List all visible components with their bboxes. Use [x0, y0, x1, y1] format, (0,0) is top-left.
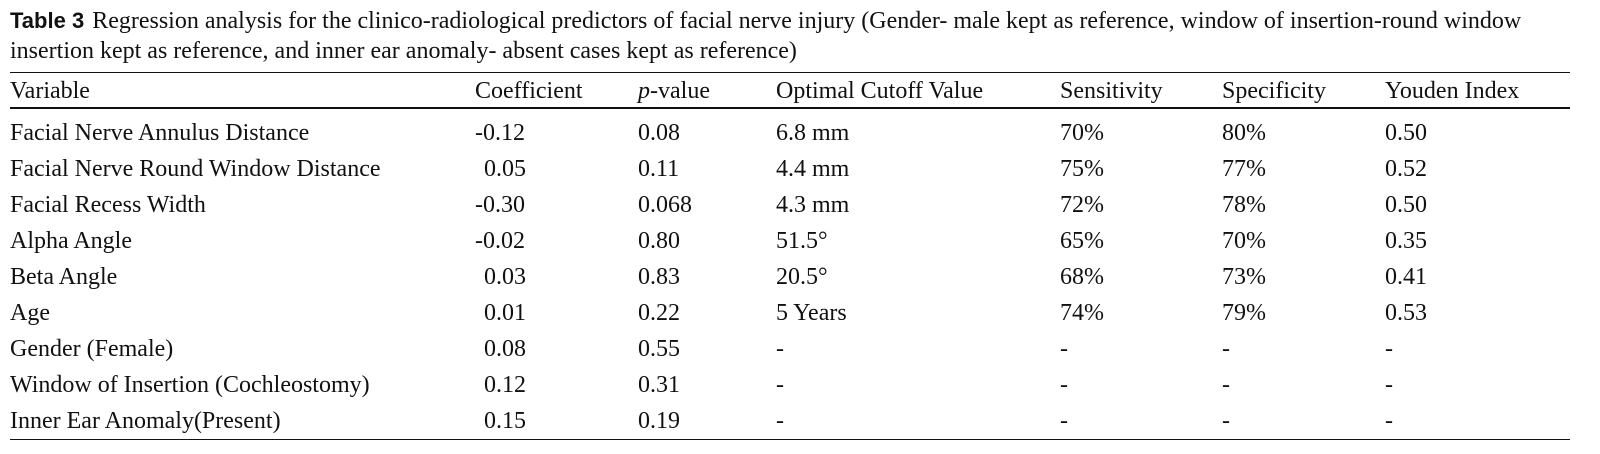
caption-text: Regression analysis for the clinico-radi…	[10, 8, 1522, 64]
table-label: Table 3	[10, 8, 85, 33]
cell-specificity: 77%	[1222, 155, 1266, 182]
cell-variable: Window of Insertion (Cochleostomy)	[10, 371, 370, 398]
cell-variable: Alpha Angle	[10, 227, 132, 254]
cell-cutoff: 4.4 mm	[776, 155, 850, 182]
cell-sensitivity: 72%	[1060, 191, 1104, 218]
cell-coefficient: 0.05	[484, 155, 526, 182]
table-row: Facial Recess Width -0.30 0.068 4.3 mm 7…	[10, 187, 1570, 223]
cell-p-value: 0.80	[638, 227, 680, 254]
cell-coefficient: 0.12	[484, 371, 526, 398]
cell-p-value: 0.068	[638, 191, 692, 218]
table-row: Window of Insertion (Cochleostomy) 0.12 …	[10, 367, 1570, 403]
header-sensitivity: Sensitivity	[1060, 77, 1163, 104]
cell-youden: -	[1385, 407, 1393, 434]
cell-specificity: 78%	[1222, 191, 1266, 218]
header-coefficient: Coefficient	[475, 77, 583, 104]
cell-specificity: -	[1222, 335, 1230, 362]
cell-youden: 0.50	[1385, 119, 1427, 146]
cell-specificity: 70%	[1222, 227, 1266, 254]
cell-youden: 0.52	[1385, 155, 1427, 182]
cell-coefficient: -0.02	[475, 227, 525, 254]
header-p-value: p-value	[638, 73, 776, 109]
header-youden: Youden Index	[1385, 77, 1520, 104]
cell-youden: -	[1385, 335, 1393, 362]
cell-sensitivity: 75%	[1060, 155, 1104, 182]
cell-cutoff: 5 Years	[776, 299, 847, 326]
cell-specificity: 80%	[1222, 119, 1266, 146]
cell-specificity: 73%	[1222, 263, 1266, 290]
cell-sensitivity: -	[1060, 335, 1068, 362]
cell-variable: Facial Nerve Round Window Distance	[10, 155, 381, 182]
cell-coefficient: 0.03	[484, 263, 526, 290]
cell-youden: 0.50	[1385, 191, 1427, 218]
cell-youden: 0.41	[1385, 263, 1427, 290]
cell-cutoff: 51.5°	[776, 227, 828, 254]
header-p-suffix: -value	[650, 77, 710, 104]
cell-p-value: 0.83	[638, 263, 680, 290]
cell-coefficient: 0.01	[484, 299, 526, 326]
table-row: Age 0.01 0.22 5 Years 74% 79% 0.53	[10, 295, 1570, 331]
cell-variable: Facial Nerve Annulus Distance	[10, 119, 310, 146]
cell-variable: Beta Angle	[10, 263, 118, 290]
table-row: Facial Nerve Annulus Distance -0.12 0.08…	[10, 108, 1570, 151]
header-variable: Variable	[10, 77, 90, 104]
header-specificity: Specificity	[1222, 77, 1326, 104]
table-caption: Table 3 Regression analysis for the clini…	[10, 6, 1570, 66]
cell-cutoff: 20.5°	[776, 263, 828, 290]
cell-youden: -	[1385, 371, 1393, 398]
cell-variable: Facial Recess Width	[10, 191, 206, 218]
cell-youden: 0.53	[1385, 299, 1427, 326]
cell-coefficient: 0.15	[484, 407, 526, 434]
regression-table: Variable Coefficient p-value Optimal Cut…	[10, 72, 1570, 440]
table-row: Alpha Angle -0.02 0.80 51.5° 65% 70% 0.3…	[10, 223, 1570, 259]
cell-p-value: 0.11	[638, 155, 680, 182]
cell-variable: Inner Ear Anomaly(Present)	[10, 407, 281, 434]
cell-cutoff: -	[776, 407, 784, 434]
cell-cutoff: -	[776, 371, 784, 398]
table-row: Facial Nerve Round Window Distance 0.05 …	[10, 151, 1570, 187]
table-row: Inner Ear Anomaly(Present) 0.15 0.19 - -…	[10, 403, 1570, 440]
header-row: Variable Coefficient p-value Optimal Cut…	[10, 72, 1570, 109]
cell-p-value: 0.08	[638, 119, 680, 146]
cell-sensitivity: -	[1060, 371, 1068, 398]
header-p-italic: p	[638, 77, 650, 104]
header-cutoff: Optimal Cutoff Value	[776, 77, 984, 104]
cell-p-value: 0.31	[638, 371, 680, 398]
table-row: Gender (Female) 0.08 0.55 - - - -	[10, 331, 1570, 367]
cell-coefficient: 0.08	[484, 335, 526, 362]
cell-variable: Gender (Female)	[10, 335, 174, 362]
cell-sensitivity: 68%	[1060, 263, 1104, 290]
cell-variable: Age	[10, 299, 50, 326]
cell-cutoff: -	[776, 335, 784, 362]
cell-sensitivity: 74%	[1060, 299, 1104, 326]
cell-coefficient: -0.12	[475, 119, 525, 146]
cell-p-value: 0.22	[638, 299, 680, 326]
cell-p-value: 0.55	[638, 335, 680, 362]
table-figure: Table 3 Regression analysis for the clini…	[10, 6, 1570, 440]
cell-sensitivity: 70%	[1060, 119, 1104, 146]
cell-specificity: -	[1222, 371, 1230, 398]
cell-cutoff: 6.8 mm	[776, 119, 850, 146]
table-row: Beta Angle 0.03 0.83 20.5° 68% 73% 0.41	[10, 259, 1570, 295]
cell-sensitivity: 65%	[1060, 227, 1104, 254]
cell-specificity: -	[1222, 407, 1230, 434]
cell-p-value: 0.19	[638, 407, 680, 434]
cell-youden: 0.35	[1385, 227, 1427, 254]
cell-cutoff: 4.3 mm	[776, 191, 850, 218]
cell-specificity: 79%	[1222, 299, 1266, 326]
cell-coefficient: -0.30	[475, 191, 525, 218]
cell-sensitivity: -	[1060, 407, 1068, 434]
